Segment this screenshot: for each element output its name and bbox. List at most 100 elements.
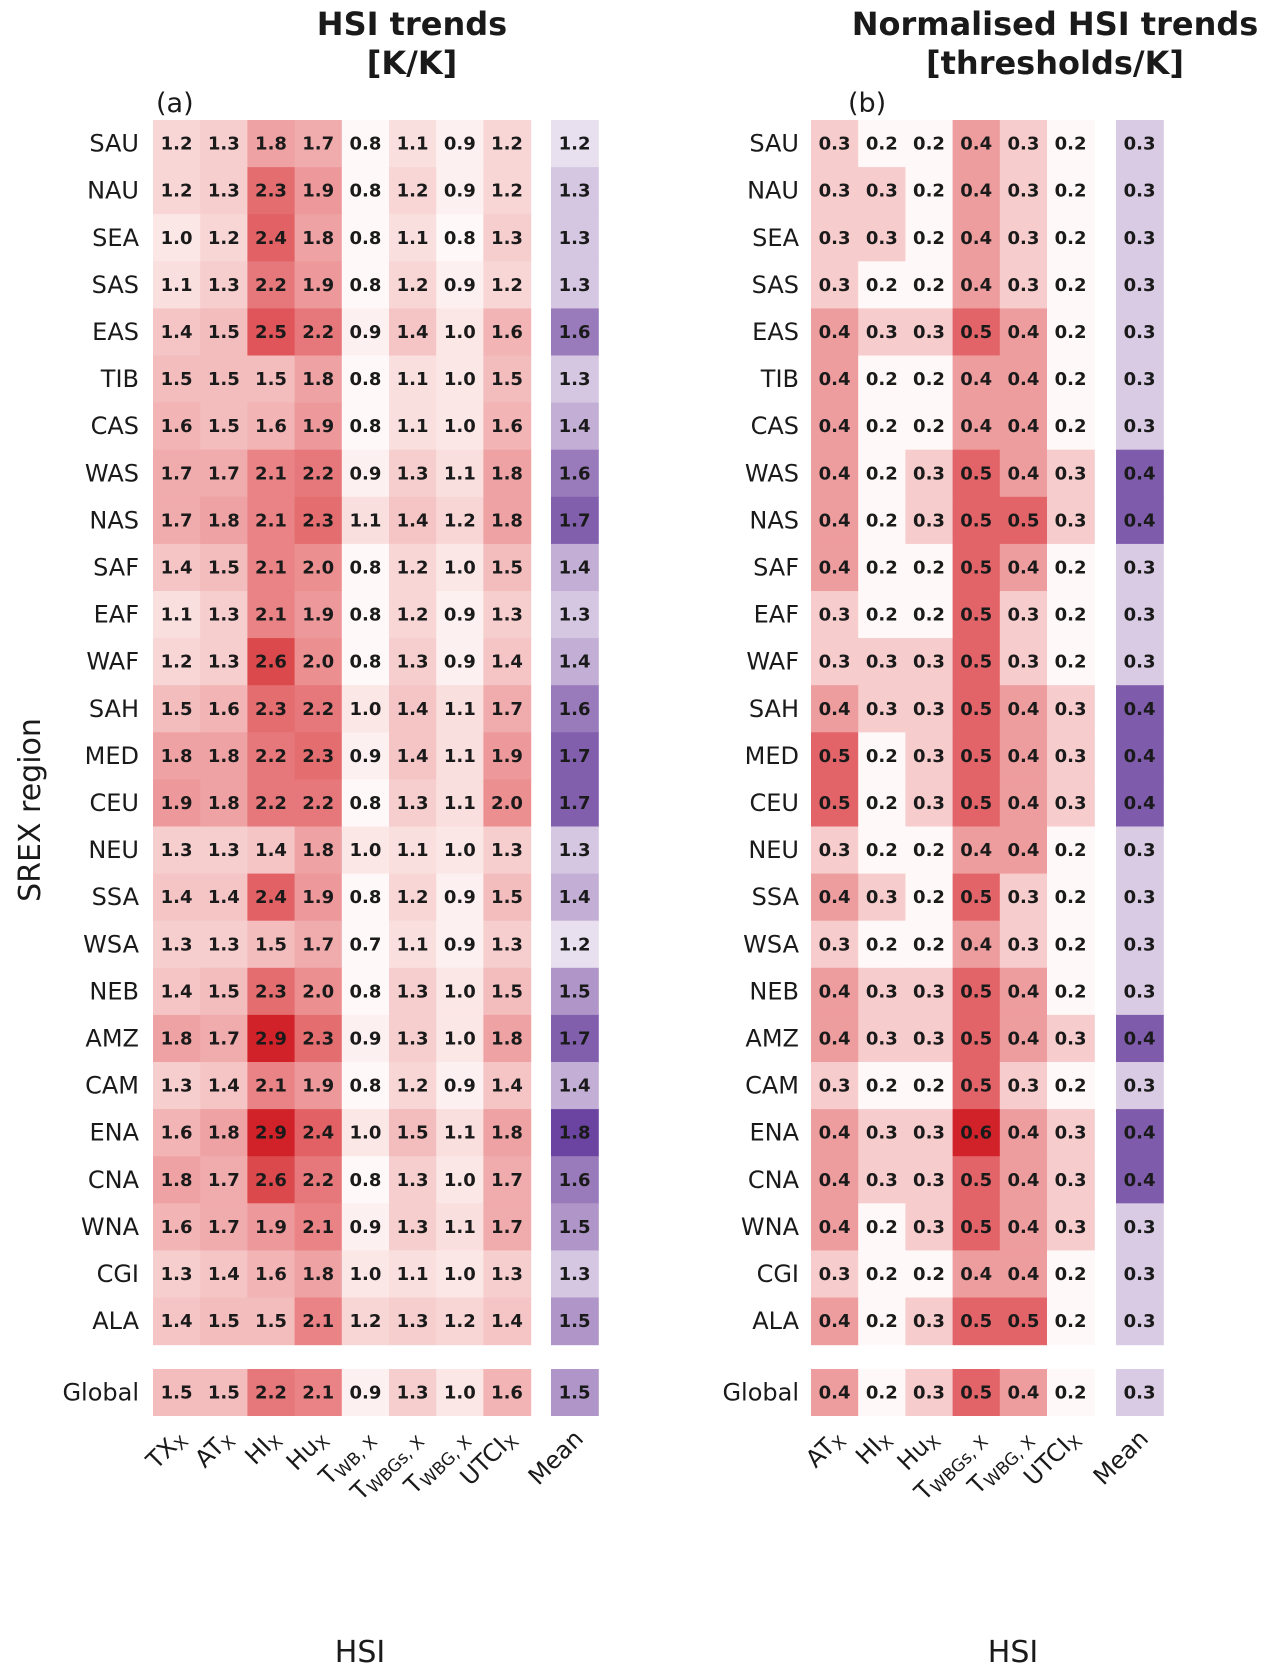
heatmap-cell — [294, 402, 343, 451]
heatmap-cell — [905, 167, 954, 215]
cell-value: 1.8 — [255, 134, 287, 155]
heatmap-cell — [483, 779, 532, 828]
heatmap-cell — [247, 1203, 296, 1251]
heatmap-cell — [483, 638, 532, 686]
heatmap-cell — [999, 1062, 1048, 1110]
cell-value: 1.0 — [444, 322, 476, 343]
heatmap-cell — [905, 1156, 954, 1204]
cell-value: 0.2 — [1055, 840, 1087, 861]
heatmap-cell — [952, 1156, 1001, 1204]
heatmap-cell — [200, 449, 248, 498]
cell-value: 0.4 — [960, 934, 992, 955]
region-label: ENA — [89, 1119, 139, 1147]
mean-cell — [551, 638, 599, 686]
heatmap-cell — [294, 214, 343, 262]
heatmap-cell — [811, 308, 859, 357]
cell-value: 1.6 — [491, 416, 523, 437]
cell-value: 1.1 — [444, 1123, 476, 1144]
cell-value: 0.3 — [866, 1123, 898, 1144]
mean-value: 0.3 — [1124, 134, 1156, 155]
heatmap-cell — [341, 167, 390, 215]
cell-value: 1.3 — [161, 1264, 193, 1285]
cell-value: 2.3 — [302, 746, 334, 767]
heatmap-cell — [389, 1203, 437, 1251]
mean-value: 1.3 — [559, 228, 591, 249]
heatmap-cell — [952, 214, 1001, 262]
cell-value: 0.3 — [819, 1264, 851, 1285]
heatmap-cell — [811, 449, 859, 498]
global-label: Global — [722, 1379, 799, 1407]
heatmap-cell — [341, 967, 390, 1016]
global-value: 2.2 — [255, 1383, 287, 1404]
cell-value: 0.9 — [444, 134, 476, 155]
heatmap-cell — [247, 214, 296, 262]
global-cell — [294, 1369, 343, 1416]
mean-cell — [551, 685, 599, 733]
mean-value: 1.3 — [559, 840, 591, 861]
heatmap-cell — [483, 1109, 532, 1157]
mean-cell — [551, 449, 599, 498]
heatmap-cell — [483, 167, 532, 215]
cell-value: 0.2 — [913, 416, 945, 437]
cell-value: 0.4 — [960, 275, 992, 296]
heatmap-cell — [436, 1062, 484, 1110]
heatmap-cell — [858, 308, 906, 357]
heatmap-cell — [389, 1156, 437, 1204]
cell-value: 0.4 — [1007, 746, 1039, 767]
heatmap-cell — [1047, 638, 1095, 686]
region-label: CEU — [750, 789, 800, 817]
heatmap-cell — [483, 873, 532, 922]
heatmap-cell — [153, 638, 201, 686]
cell-value: 0.2 — [913, 1264, 945, 1285]
heatmap-cell — [952, 496, 1001, 545]
heatmap-cell — [200, 308, 248, 357]
cell-value: 2.1 — [302, 1217, 334, 1238]
heatmap-cell — [436, 1297, 484, 1346]
mean-value: 1.3 — [559, 1264, 591, 1285]
heatmap-cell — [200, 1109, 248, 1157]
heatmap-cell — [436, 685, 484, 733]
panel-a: HSI trends [K/K] (a) SAU NAU SEA SAS EAS TIB C… — [62, 5, 599, 1670]
region-label: EAS — [752, 318, 799, 346]
cell-value: 1.8 — [491, 463, 523, 484]
cell-value: 0.4 — [819, 322, 851, 343]
cell-value: 2.1 — [255, 463, 287, 484]
mean-value: 0.4 — [1124, 510, 1156, 531]
heatmap-cell — [436, 355, 484, 404]
mean-value: 0.3 — [1124, 228, 1156, 249]
mean-value: 0.3 — [1124, 369, 1156, 390]
cell-value: 1.0 — [349, 699, 381, 720]
heatmap-cell — [905, 1297, 954, 1346]
heatmap-cell — [1047, 402, 1095, 451]
x-tick-label: ATX — [189, 1424, 240, 1475]
mean-value: 0.4 — [1124, 1170, 1156, 1191]
cell-value: 0.5 — [960, 793, 992, 814]
heatmap-cell — [999, 496, 1048, 545]
heatmap-cell — [858, 1014, 906, 1063]
heatmap-cell — [858, 1203, 906, 1251]
cell-value: 0.3 — [1007, 228, 1039, 249]
cell-value: 1.4 — [491, 652, 523, 673]
region-label: NAU — [87, 177, 139, 205]
cell-value: 0.8 — [349, 134, 381, 155]
global-cell — [247, 1369, 296, 1416]
mean-value: 0.4 — [1124, 1123, 1156, 1144]
heatmap-cell — [1047, 449, 1095, 498]
mean-value: 1.4 — [559, 416, 591, 437]
mean-cell — [551, 1109, 599, 1157]
cell-value: 1.2 — [397, 181, 429, 202]
heatmap-cell — [905, 1109, 954, 1157]
heatmap-cell — [153, 214, 201, 262]
heatmap-cell — [858, 1109, 906, 1157]
heatmap-cell — [436, 1014, 484, 1063]
cell-value: 0.3 — [1007, 134, 1039, 155]
cell-value: 0.3 — [913, 746, 945, 767]
cell-value: 1.3 — [397, 463, 429, 484]
cell-value: 2.2 — [302, 793, 334, 814]
cell-value: 1.8 — [208, 746, 240, 767]
heatmap-cell — [858, 214, 906, 262]
mean-value: 1.5 — [559, 1217, 591, 1238]
global-value: 0.5 — [960, 1383, 992, 1404]
heatmap-cell — [200, 826, 248, 875]
heatmap-cell — [247, 1014, 296, 1063]
